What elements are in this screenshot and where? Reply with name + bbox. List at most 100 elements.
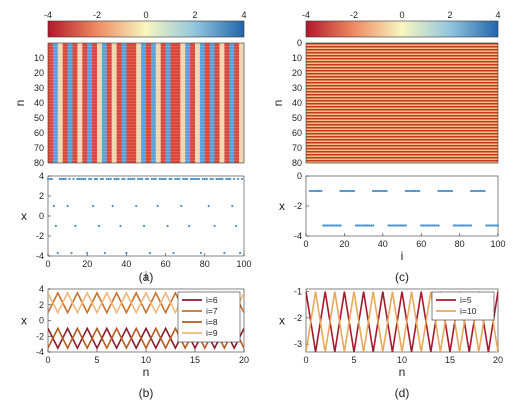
scatter-a-point xyxy=(74,224,77,228)
panel-d-xlabel: n xyxy=(399,365,406,379)
scatter-a-point xyxy=(166,224,169,228)
scatter-c-point xyxy=(387,224,390,227)
scatter-c-point xyxy=(368,224,371,227)
panel-d-xtick: 20 xyxy=(493,355,503,365)
scatter-c-point xyxy=(468,224,471,227)
heatmap-stripe xyxy=(48,55,244,56)
heatmap-column xyxy=(170,43,176,163)
scatter-a-xtick: 20 xyxy=(82,259,92,269)
heatmap-column xyxy=(87,43,93,163)
heatmap-column xyxy=(92,43,98,163)
scatter-c-ytick: -2 xyxy=(294,201,302,211)
panel-b-legend-label: i=7 xyxy=(206,306,218,316)
heatmap-c-ytick: 50 xyxy=(292,113,302,123)
heatmap-stripe xyxy=(48,142,244,143)
panel-a-label: (a) xyxy=(139,270,154,284)
heatmap-row xyxy=(306,119,498,122)
scatter-a-point xyxy=(237,177,240,181)
scatter-a-point xyxy=(131,177,134,181)
scatter-a-point xyxy=(213,224,216,228)
panel-b-legend-label: i=6 xyxy=(206,295,218,305)
scatter-a-ytick: -4 xyxy=(36,251,44,261)
scatter-c-point xyxy=(370,224,373,227)
scatter-a-point xyxy=(82,177,85,181)
heatmap-c-ytick: 20 xyxy=(292,68,302,78)
scatter-a-point xyxy=(99,177,103,181)
heatmap-row xyxy=(306,152,498,155)
heatmap-column xyxy=(234,43,240,163)
heatmap-stripe xyxy=(48,112,244,113)
scatter-a-point xyxy=(135,204,138,208)
heatmap-stripe xyxy=(48,91,244,92)
heatmap-row xyxy=(306,95,498,98)
scatter-c-point xyxy=(327,224,331,227)
scatter-c-point xyxy=(423,224,427,227)
scatter-a-point xyxy=(66,204,69,208)
scatter-a-point xyxy=(50,177,54,181)
scatter-c-point xyxy=(352,189,356,193)
heatmap-column xyxy=(175,43,181,163)
scatter-a-point xyxy=(46,177,50,181)
heatmap-row xyxy=(306,80,498,83)
scatter-c-point xyxy=(422,224,425,227)
heatmap-stripe xyxy=(48,127,244,128)
scatter-c-point xyxy=(389,224,392,227)
scatter-c-point xyxy=(496,224,500,227)
scatter-c-point xyxy=(310,189,313,193)
scatter-c-point xyxy=(443,189,446,193)
scatter-c-xlabel: i xyxy=(401,249,404,263)
scatter-a-point xyxy=(205,177,208,181)
heatmap-row xyxy=(306,139,498,141)
heatmap-column xyxy=(116,43,122,163)
heatmap-stripe xyxy=(48,103,244,104)
heatmap-stripe xyxy=(48,73,244,74)
heatmap-stripe xyxy=(48,154,244,155)
scatter-c-point xyxy=(404,189,407,193)
heatmap-row xyxy=(306,133,498,135)
scatter-c-point xyxy=(491,224,494,227)
scatter-c-point xyxy=(374,189,377,193)
scatter-c-point xyxy=(375,189,379,193)
scatter-a-point xyxy=(191,177,195,181)
scatter-a-xtick: 60 xyxy=(161,259,171,269)
scatter-c-point xyxy=(425,224,429,227)
scatter-c-point xyxy=(483,189,486,193)
scatter-a-point xyxy=(201,177,204,181)
scatter-a-point xyxy=(156,204,159,208)
scatter-a-point xyxy=(199,251,202,255)
heatmap-stripe xyxy=(48,157,244,158)
heatmap-row xyxy=(306,58,498,60)
scatter-c-point xyxy=(464,224,467,227)
scatter-a-point xyxy=(78,177,81,181)
heatmap-row xyxy=(306,97,498,99)
heatmap-stripe xyxy=(48,82,244,83)
heatmap-stripe xyxy=(48,145,244,146)
panel-d-legend-label: i=10 xyxy=(460,306,477,316)
scatter-a-point xyxy=(158,177,161,181)
scatter-c-point xyxy=(385,189,388,193)
scatter-a-xtick: 80 xyxy=(200,259,210,269)
heatmap-column xyxy=(57,43,63,163)
heatmap-column xyxy=(131,43,137,163)
heatmap-column xyxy=(77,43,83,163)
heatmap-row xyxy=(306,121,498,123)
scatter-a-point xyxy=(182,177,185,181)
scatter-c-point xyxy=(466,224,469,227)
heatmap-row xyxy=(306,101,498,104)
scatter-a-point xyxy=(48,177,52,181)
heatmap-c xyxy=(306,43,498,164)
heatmap-row xyxy=(306,140,498,143)
heatmap-row xyxy=(306,71,498,74)
scatter-c-point xyxy=(308,189,311,193)
scatter-c-point xyxy=(437,224,440,227)
heatmap-row xyxy=(306,113,498,116)
heatmap-row xyxy=(306,149,498,152)
heatmap-row xyxy=(306,128,498,131)
heatmap-column xyxy=(195,43,201,163)
scatter-a-point xyxy=(197,177,201,181)
scatter-c-point xyxy=(320,189,323,193)
heatmap-column xyxy=(214,43,220,163)
scatter-c-point xyxy=(337,224,340,227)
scatter-a-point xyxy=(115,177,118,181)
scatter-a-point xyxy=(178,177,181,181)
